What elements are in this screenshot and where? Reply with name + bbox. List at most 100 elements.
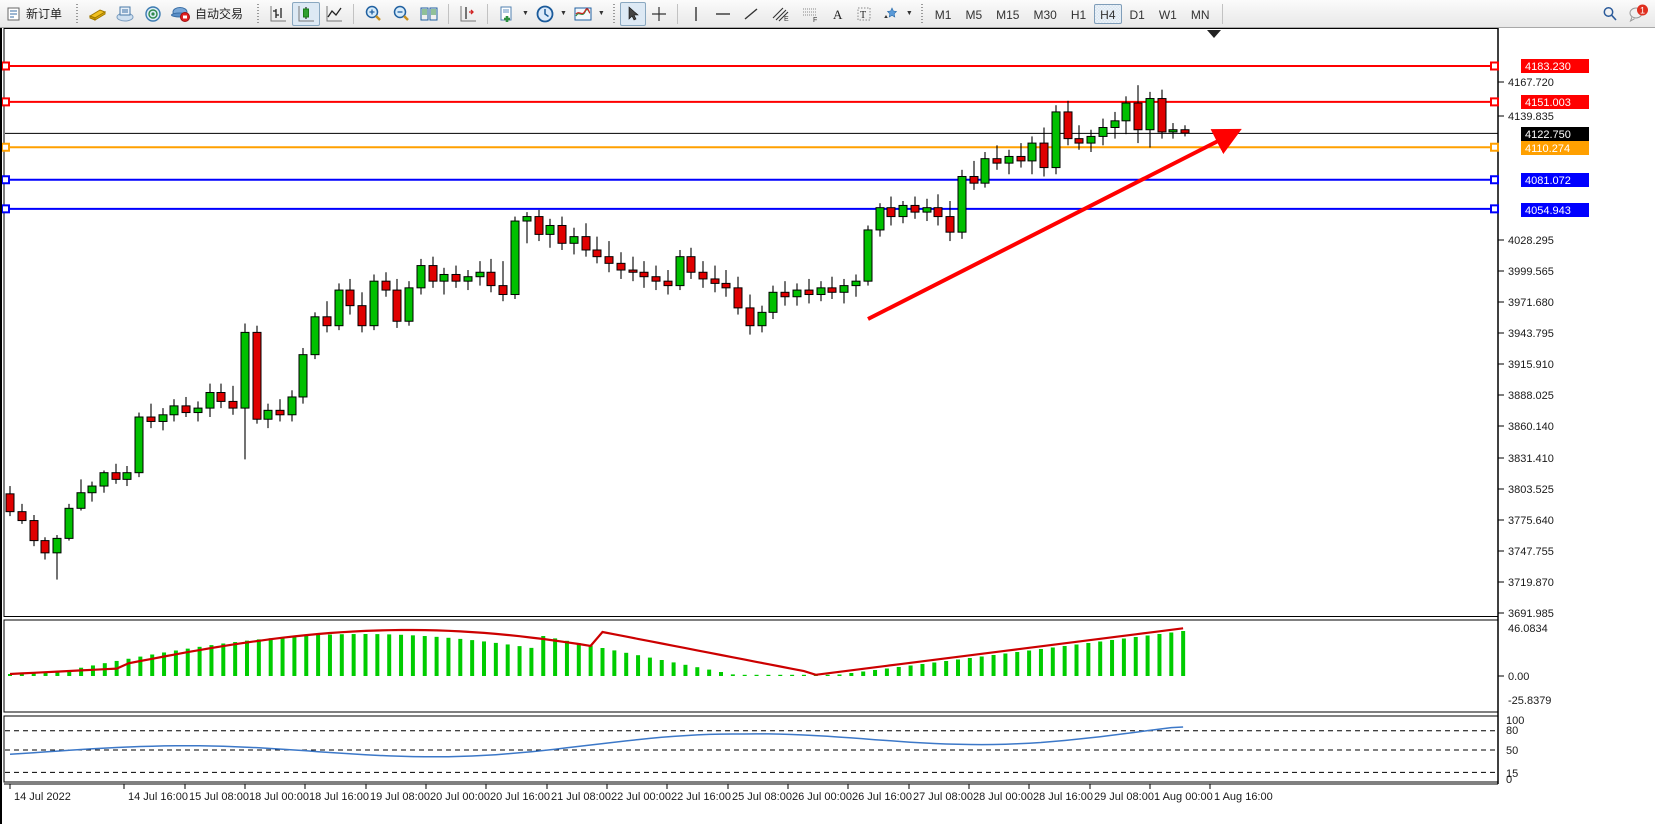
timeframe-m5[interactable]: M5 xyxy=(965,7,983,22)
timeframe-m15[interactable]: M15 xyxy=(996,7,1020,22)
macd-bar xyxy=(766,674,771,676)
main-toolbar: 新订单 xyxy=(0,0,1655,28)
vertical-line-button[interactable] xyxy=(683,2,709,26)
price-tick-label: 3803.525 xyxy=(1508,484,1554,496)
timeframe-h4[interactable]: H4 xyxy=(1094,3,1122,24)
macd-bar xyxy=(967,658,972,676)
chart-canvas[interactable]: 4167.720 4139.835 4028.295 3999.565 3971.680… xyxy=(2,28,1655,824)
candle xyxy=(804,278,814,304)
notifications-button[interactable]: 1 xyxy=(1623,2,1653,26)
terminal-button[interactable] xyxy=(111,2,139,26)
macd-bar xyxy=(932,662,937,676)
indicators-dropdown-arrow[interactable]: ▼ xyxy=(597,10,605,17)
macd-bar xyxy=(1003,653,1008,676)
terminal-icon xyxy=(116,6,134,21)
cursor-button[interactable] xyxy=(619,1,646,26)
level-handle-right[interactable] xyxy=(1490,142,1499,152)
trendline-button[interactable] xyxy=(737,2,765,26)
trendline-object[interactable] xyxy=(867,128,1242,321)
fibonacci-button[interactable]: F xyxy=(795,2,825,26)
toolbar-separator-3 xyxy=(608,3,618,24)
period-dropdown-arrow[interactable]: ▼ xyxy=(559,10,567,17)
new-order-icon xyxy=(7,7,20,20)
trendline[interactable] xyxy=(867,128,1242,321)
period-button[interactable] xyxy=(531,2,559,26)
candle xyxy=(1145,91,1155,148)
candle xyxy=(675,249,685,291)
level-handle-right[interactable] xyxy=(1490,175,1499,185)
candle xyxy=(898,200,908,224)
objects-icon xyxy=(884,6,897,18)
candle xyxy=(298,347,308,404)
level-handle-left[interactable] xyxy=(2,61,10,71)
chart-panel[interactable]: SP500, H4 4122.750 4122.750 4122.750 412… xyxy=(0,28,1655,824)
timeframe-h1[interactable]: H1 xyxy=(1070,7,1087,22)
macd-bar xyxy=(233,642,238,676)
horizontal-line-button[interactable] xyxy=(709,2,737,26)
time-tick-label: 21 Jul 08:00 xyxy=(551,791,611,803)
level-handle-left[interactable] xyxy=(2,204,10,214)
timeframe-d1[interactable]: D1 xyxy=(1129,7,1145,22)
auto-trading-button[interactable]: 自动交易 xyxy=(167,2,251,26)
svg-text:E: E xyxy=(784,16,789,23)
objects-button[interactable] xyxy=(877,2,905,26)
level-handle-right[interactable] xyxy=(1490,204,1499,214)
svg-text:F: F xyxy=(813,17,817,23)
toolbar-divider-1 xyxy=(353,3,355,24)
candle xyxy=(404,281,414,326)
zoom-out-button[interactable] xyxy=(387,2,415,26)
macd-bar xyxy=(446,637,451,676)
level-handle-right[interactable] xyxy=(1490,61,1499,71)
candlestick-chart-button[interactable] xyxy=(292,1,321,26)
chart-scroll-marker[interactable] xyxy=(1207,30,1221,38)
timeframe-mn[interactable]: MN xyxy=(1190,7,1210,22)
text-button[interactable]: T xyxy=(851,2,877,26)
toolbar-divider-5 xyxy=(1221,3,1223,24)
macd-signal-line xyxy=(9,627,1184,676)
signals-button[interactable] xyxy=(139,2,167,26)
rsi-line xyxy=(9,726,1184,758)
indicators-button[interactable] xyxy=(569,2,597,26)
macd-bar xyxy=(268,638,273,676)
macd-bar xyxy=(399,634,404,676)
macd-bar xyxy=(612,650,617,676)
text-label-button[interactable]: A xyxy=(825,2,851,26)
line-chart-button[interactable] xyxy=(320,2,348,26)
search-button[interactable] xyxy=(1597,2,1623,26)
shift-chart-button[interactable] xyxy=(454,2,482,26)
timeframe-m30[interactable]: M30 xyxy=(1033,7,1057,22)
time-tick-label: 19 Jul 08:00 xyxy=(370,791,430,803)
gold-bars-button[interactable] xyxy=(83,2,111,26)
new-order-button[interactable]: 新订单 xyxy=(2,2,70,26)
bar-chart-button[interactable] xyxy=(264,2,292,26)
macd-bar xyxy=(541,636,546,676)
candle xyxy=(628,256,638,282)
candle xyxy=(357,292,367,333)
macd-tick-label: 0.00 xyxy=(1508,671,1529,683)
level-handle-left[interactable] xyxy=(2,97,10,107)
tile-windows-button[interactable] xyxy=(415,2,443,26)
equidistant-channel-button[interactable]: E xyxy=(765,2,795,26)
level-handle-right[interactable] xyxy=(1490,97,1499,107)
timeframe-w1[interactable]: W1 xyxy=(1158,7,1177,22)
candle xyxy=(275,399,285,422)
level-handle-left[interactable] xyxy=(2,175,10,185)
new-template-button[interactable] xyxy=(493,2,521,26)
crosshair-button[interactable] xyxy=(646,2,672,26)
candle xyxy=(99,470,109,493)
crosshair-icon xyxy=(651,6,666,21)
candle xyxy=(392,278,402,328)
macd-bar xyxy=(316,634,321,676)
price-tick-label: 3915.910 xyxy=(1508,359,1554,371)
timeframe-m1[interactable]: M1 xyxy=(934,7,952,22)
zoom-in-button[interactable] xyxy=(359,2,387,26)
macd-bar xyxy=(505,644,510,676)
macd-bar xyxy=(707,669,712,676)
level-handle-left[interactable] xyxy=(2,142,10,152)
objects-dropdown-arrow[interactable]: ▼ xyxy=(905,10,913,17)
macd-bar xyxy=(1098,641,1103,676)
new-template-dropdown-arrow[interactable]: ▼ xyxy=(522,10,529,17)
candle xyxy=(345,278,355,315)
candle xyxy=(557,216,567,250)
